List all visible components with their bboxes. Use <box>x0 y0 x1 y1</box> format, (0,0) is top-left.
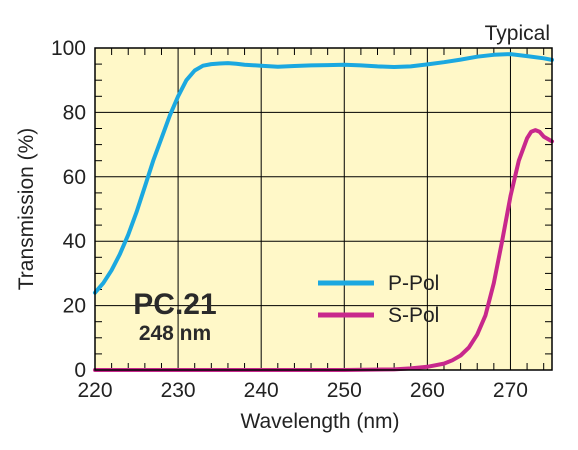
y-tick-label: 20 <box>63 295 86 318</box>
x-tick-label: 270 <box>493 379 528 402</box>
chart-note: Typical <box>485 22 550 45</box>
y-tick-label: 40 <box>63 230 86 253</box>
x-tick-label: 220 <box>77 379 112 402</box>
legend-label-p-pol: P-Pol <box>388 272 439 295</box>
y-axis-title: Transmission (%) <box>15 128 38 291</box>
x-tick-label: 240 <box>244 379 279 402</box>
product-code-label: PC.21 <box>133 288 216 321</box>
y-tick-label: 60 <box>63 166 86 189</box>
y-tick-labels: 0 20 40 60 80 100 <box>51 37 86 382</box>
legend: P-Pol S-Pol <box>318 272 439 327</box>
y-tick-label: 100 <box>51 37 86 60</box>
y-tick-label: 80 <box>63 101 86 124</box>
y-tick-label: 0 <box>74 359 86 382</box>
legend-label-s-pol: S-Pol <box>388 304 439 327</box>
wavelength-spec-label: 248 nm <box>139 322 211 345</box>
series-line-p-pol <box>93 52 554 295</box>
x-axis-title: Wavelength (nm) <box>240 410 399 433</box>
grid-lines <box>95 48 552 370</box>
x-tick-label: 250 <box>327 379 362 402</box>
x-tick-labels: 220 230 240 250 260 270 <box>77 379 528 402</box>
x-tick-label: 260 <box>410 379 445 402</box>
x-tick-label: 230 <box>161 379 196 402</box>
plot-frame <box>94 47 553 371</box>
